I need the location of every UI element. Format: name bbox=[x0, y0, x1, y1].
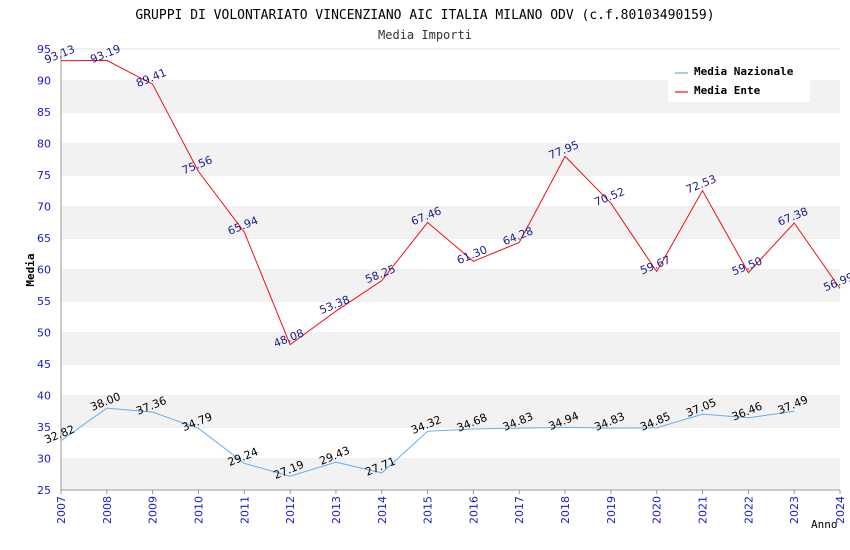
series-lines bbox=[60, 59, 841, 477]
grid-band bbox=[61, 301, 840, 333]
x-tick-label: 2011 bbox=[238, 496, 251, 524]
y-tick-labels: 25 30 35 40 45 50 55 60 65 70 75 80 85 90 95 bbox=[37, 43, 51, 497]
legend: Media Nazionale Media Ente bbox=[668, 59, 810, 102]
y-tick-label: 35 bbox=[37, 421, 51, 434]
y-tick-label: 55 bbox=[37, 295, 51, 308]
grid-bands bbox=[61, 48, 840, 490]
x-tick-label: 2022 bbox=[742, 496, 755, 524]
y-tick-label: 30 bbox=[37, 453, 51, 466]
grid-band bbox=[61, 364, 840, 396]
legend-label-media-ente: Media Ente bbox=[694, 84, 761, 97]
chart-title: GRUPPI DI VOLONTARIATO VINCENZIANO AIC I… bbox=[135, 8, 714, 23]
x-tick-label: 2023 bbox=[788, 496, 801, 524]
x-tick-labels: 2007 2008 2009 2010 2011 2012 2013 2014 2015 2016… bbox=[55, 496, 847, 524]
x-axis-label: Anno bbox=[811, 518, 838, 531]
y-tick-label: 40 bbox=[37, 390, 51, 403]
y-tick-label: 70 bbox=[37, 201, 51, 214]
y-tick-label: 50 bbox=[37, 327, 51, 340]
x-tick-label: 2019 bbox=[605, 496, 618, 524]
x-tick-label: 2020 bbox=[651, 496, 664, 524]
axes bbox=[60, 49, 841, 494]
y-tick-label: 90 bbox=[37, 75, 51, 88]
x-tick-label: 2014 bbox=[376, 496, 389, 524]
grid-band bbox=[61, 458, 840, 490]
x-tick-label: 2018 bbox=[559, 496, 572, 524]
y-tick-label: 80 bbox=[37, 138, 51, 151]
x-tick-label: 2021 bbox=[697, 496, 710, 524]
x-tick-label: 2008 bbox=[101, 496, 114, 524]
x-tick-label: 2016 bbox=[467, 496, 480, 524]
grid-band bbox=[61, 112, 840, 144]
series-line-media-ente bbox=[60, 59, 841, 346]
grid-band bbox=[61, 395, 840, 427]
legend-box bbox=[668, 59, 810, 102]
grid-band bbox=[61, 332, 840, 364]
grid-band bbox=[61, 206, 840, 238]
grid-band bbox=[61, 427, 840, 459]
x-tick-label: 2017 bbox=[513, 496, 526, 524]
grid-band bbox=[61, 269, 840, 301]
x-tick-label: 2010 bbox=[192, 496, 205, 524]
grid-band bbox=[61, 143, 840, 175]
y-tick-label: 60 bbox=[37, 264, 51, 277]
y-tick-label: 75 bbox=[37, 169, 51, 182]
y-tick-label: 25 bbox=[37, 484, 51, 497]
y-tick-label: 85 bbox=[37, 106, 51, 119]
y-axis-label: Media bbox=[24, 253, 37, 286]
x-tick-label: 2007 bbox=[55, 496, 68, 524]
y-tick-label: 45 bbox=[37, 358, 51, 371]
y-tick-label: 65 bbox=[37, 232, 51, 245]
grid-band bbox=[61, 175, 840, 207]
chart-subtitle: Media Importi bbox=[378, 28, 472, 42]
y-tick-label: 95 bbox=[37, 43, 51, 56]
x-tick-label: 2013 bbox=[330, 496, 343, 524]
series-line-media-nazionale bbox=[60, 407, 795, 477]
grid-band bbox=[61, 238, 840, 270]
legend-label-media-nazionale: Media Nazionale bbox=[694, 65, 794, 78]
x-tick-label: 2015 bbox=[422, 496, 435, 524]
x-tick-label: 2009 bbox=[147, 496, 160, 524]
x-tick-label: 2012 bbox=[284, 496, 297, 524]
x-tick-label: 2024 bbox=[834, 496, 847, 524]
